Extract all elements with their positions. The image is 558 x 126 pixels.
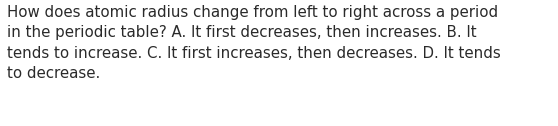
Text: How does atomic radius change from left to right across a period
in the periodic: How does atomic radius change from left …	[7, 5, 501, 81]
